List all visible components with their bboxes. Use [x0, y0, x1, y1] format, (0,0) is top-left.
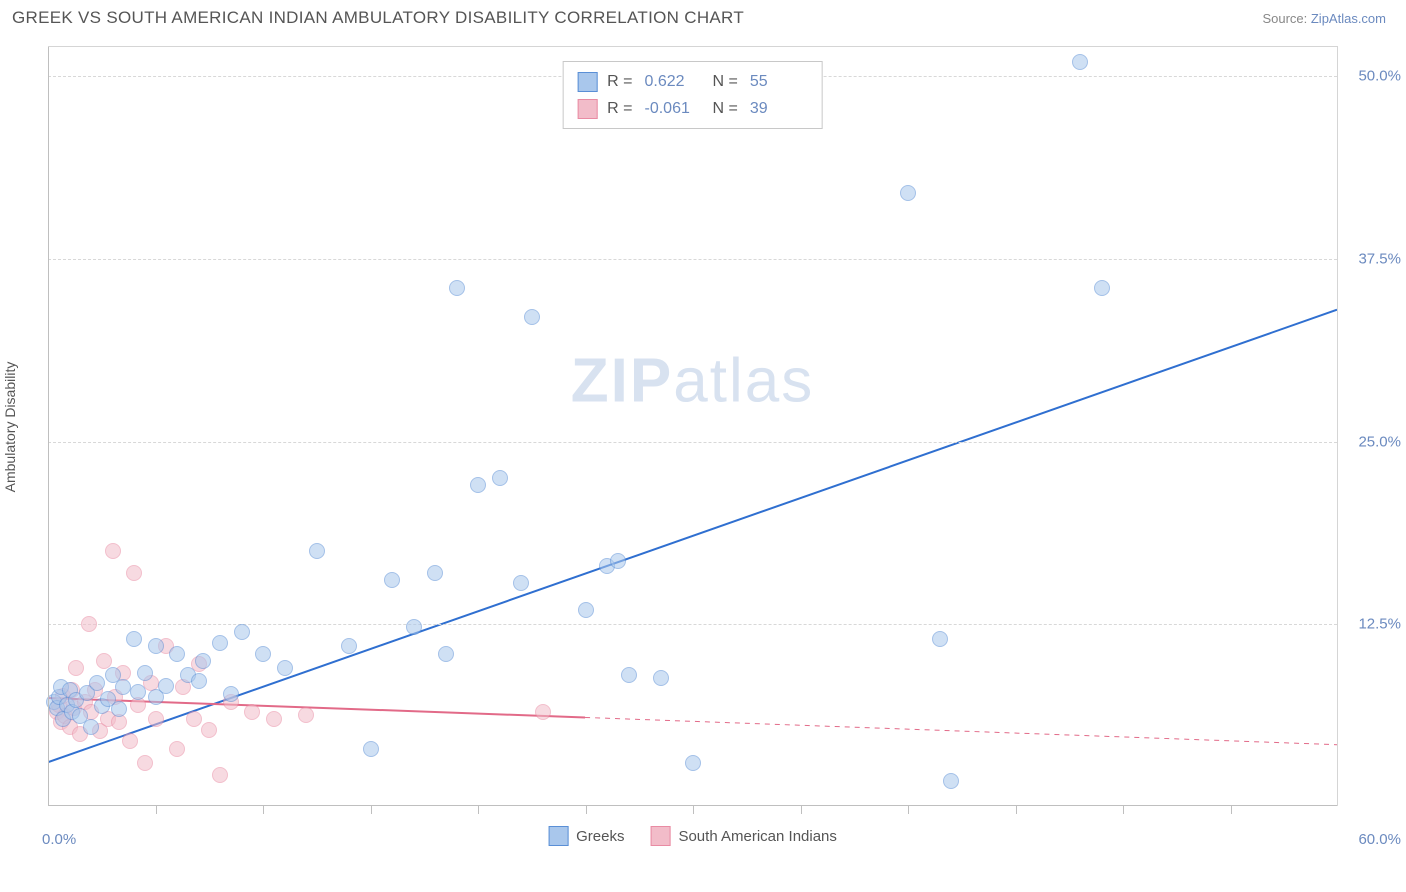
y-tick-label: 37.5% — [1345, 250, 1401, 267]
data-point-greeks — [470, 477, 486, 493]
data-point-greeks — [653, 670, 669, 686]
data-point-sai — [535, 704, 551, 720]
trend-line-extrapolated — [585, 717, 1337, 744]
y-tick-label: 25.0% — [1345, 433, 1401, 450]
x-tick — [156, 806, 157, 814]
data-point-sai — [137, 755, 153, 771]
source-link[interactable]: ZipAtlas.com — [1311, 11, 1386, 26]
trend-lines-layer — [48, 47, 1337, 806]
chart-header: GREEK VS SOUTH AMERICAN INDIAN AMBULATOR… — [0, 0, 1406, 32]
x-tick — [478, 806, 479, 814]
stats-row-greeks: R = 0.622 N = 55 — [577, 68, 808, 95]
data-point-greeks — [341, 638, 357, 654]
legend-swatch-sai — [650, 826, 670, 846]
x-tick — [263, 806, 264, 814]
x-max-label: 60.0% — [1358, 831, 1401, 848]
chart-area: Ambulatory Disability ZIPatlas 12.5%25.0… — [48, 46, 1338, 806]
stats-box: R = 0.622 N = 55 R = -0.061 N = 39 — [562, 61, 823, 129]
data-point-greeks — [438, 646, 454, 662]
data-point-sai — [148, 711, 164, 727]
data-point-sai — [266, 711, 282, 727]
x-tick — [801, 806, 802, 814]
legend-item-greeks: Greeks — [548, 826, 624, 846]
bottom-legend: Greeks South American Indians — [548, 826, 837, 846]
y-axis — [48, 47, 49, 806]
data-point-greeks — [169, 646, 185, 662]
data-point-greeks — [277, 660, 293, 676]
data-point-greeks — [83, 719, 99, 735]
trend-line — [48, 310, 1337, 762]
data-point-sai — [298, 707, 314, 723]
data-point-greeks — [621, 667, 637, 683]
data-point-greeks — [384, 572, 400, 588]
data-point-sai — [212, 767, 228, 783]
data-point-greeks — [223, 686, 239, 702]
data-point-greeks — [148, 638, 164, 654]
x-min-label: 0.0% — [42, 831, 76, 848]
data-point-greeks — [130, 684, 146, 700]
data-point-greeks — [89, 675, 105, 691]
data-point-greeks — [195, 653, 211, 669]
data-point-greeks — [115, 679, 131, 695]
data-point-sai — [68, 660, 84, 676]
data-point-greeks — [309, 543, 325, 559]
data-point-sai — [105, 543, 121, 559]
data-point-greeks — [137, 665, 153, 681]
chart-title: GREEK VS SOUTH AMERICAN INDIAN AMBULATOR… — [12, 8, 744, 28]
data-point-greeks — [255, 646, 271, 662]
x-tick — [586, 806, 587, 814]
data-point-sai — [96, 653, 112, 669]
x-tick — [1016, 806, 1017, 814]
data-point-sai — [201, 722, 217, 738]
legend-swatch-greeks — [548, 826, 568, 846]
data-point-greeks — [685, 755, 701, 771]
data-point-greeks — [492, 470, 508, 486]
data-point-greeks — [932, 631, 948, 647]
data-point-greeks — [524, 309, 540, 325]
y-tick-label: 12.5% — [1345, 616, 1401, 633]
data-point-greeks — [427, 565, 443, 581]
data-point-greeks — [449, 280, 465, 296]
data-point-greeks — [158, 678, 174, 694]
data-point-sai — [186, 711, 202, 727]
data-point-sai — [81, 616, 97, 632]
data-point-sai — [122, 733, 138, 749]
data-point-greeks — [1094, 280, 1110, 296]
data-point-sai — [244, 704, 260, 720]
y-tick-label: 50.0% — [1345, 68, 1401, 85]
x-tick — [1231, 806, 1232, 814]
y-axis-title: Ambulatory Disability — [2, 361, 18, 492]
plot-region: 12.5%25.0%37.5%50.0% — [48, 47, 1337, 806]
x-tick — [1123, 806, 1124, 814]
data-point-greeks — [943, 773, 959, 789]
data-point-greeks — [406, 619, 422, 635]
data-point-greeks — [212, 635, 228, 651]
data-point-greeks — [191, 673, 207, 689]
gridline — [48, 259, 1337, 260]
x-tick — [371, 806, 372, 814]
data-point-greeks — [900, 185, 916, 201]
data-point-sai — [126, 565, 142, 581]
data-point-greeks — [610, 553, 626, 569]
x-axis — [48, 805, 1337, 806]
data-point-greeks — [363, 741, 379, 757]
data-point-greeks — [1072, 54, 1088, 70]
source-attribution: Source: ZipAtlas.com — [1262, 11, 1386, 26]
stats-swatch-greeks — [577, 72, 597, 92]
data-point-greeks — [513, 575, 529, 591]
stats-row-sai: R = -0.061 N = 39 — [577, 95, 808, 122]
data-point-sai — [169, 741, 185, 757]
x-tick — [693, 806, 694, 814]
data-point-greeks — [578, 602, 594, 618]
data-point-greeks — [234, 624, 250, 640]
legend-item-sai: South American Indians — [650, 826, 836, 846]
data-point-greeks — [126, 631, 142, 647]
trend-line — [48, 698, 585, 717]
gridline — [48, 442, 1337, 443]
x-tick — [908, 806, 909, 814]
stats-swatch-sai — [577, 99, 597, 119]
data-point-greeks — [111, 701, 127, 717]
